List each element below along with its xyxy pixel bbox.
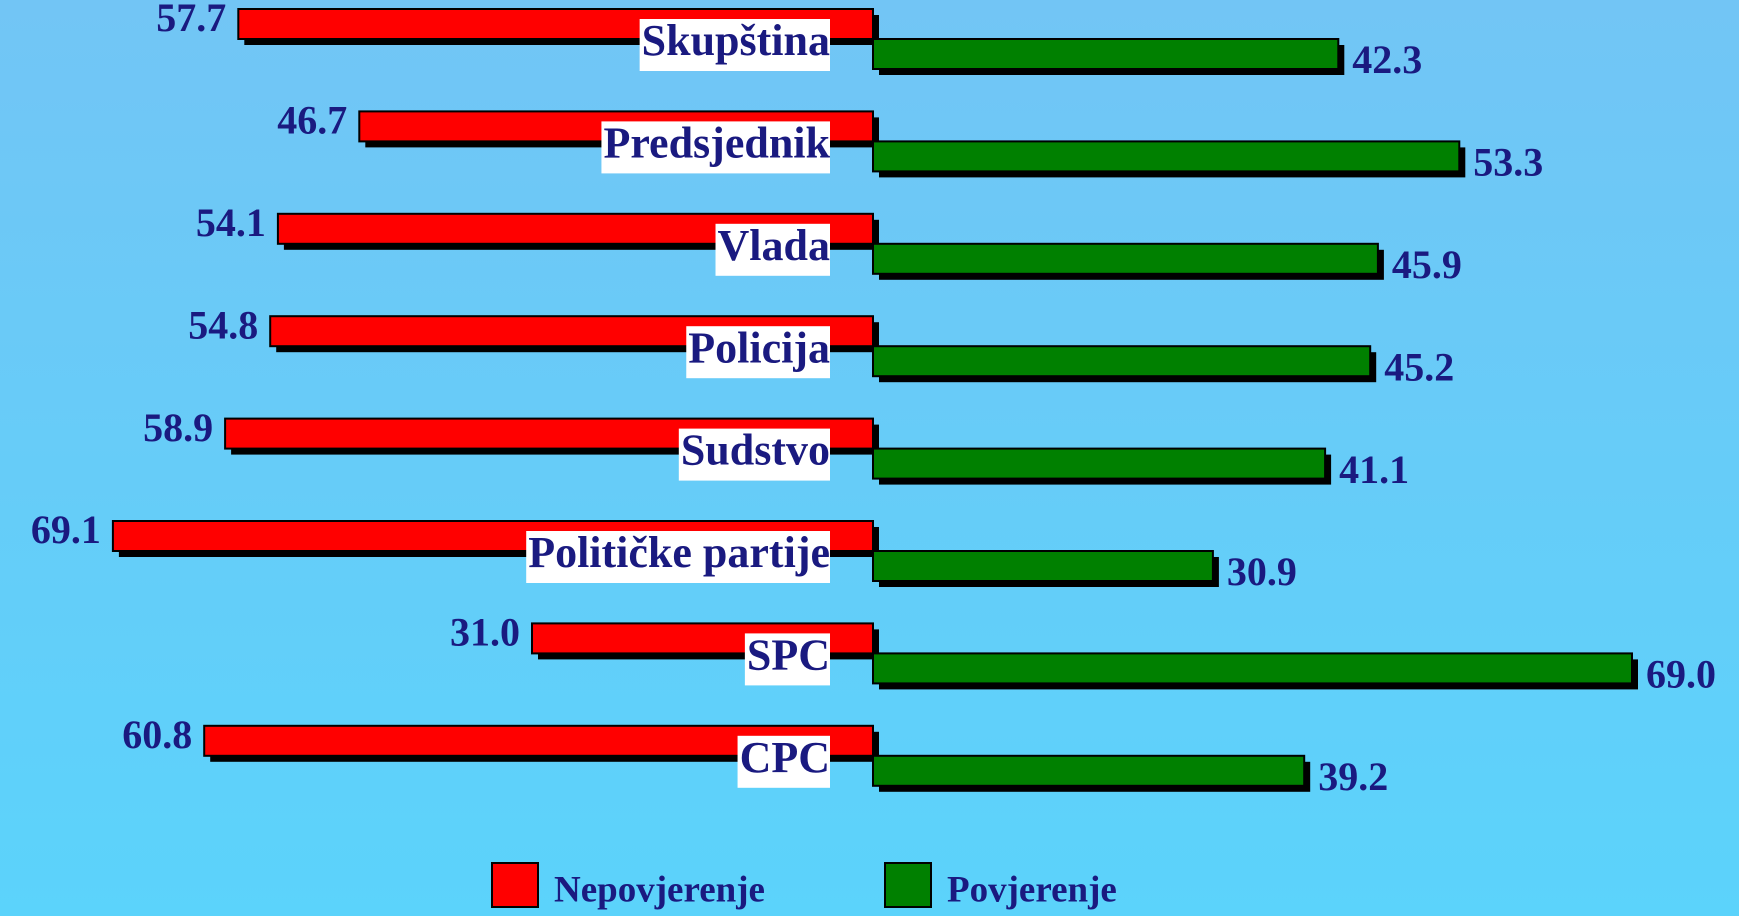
bar [872,447,1327,480]
category-label: CPC [740,733,830,782]
value-label: 31.0 [450,610,520,655]
value-label: 39.2 [1318,754,1388,799]
value-label: 69.0 [1646,652,1716,697]
category-label: Skupština [642,16,830,65]
category-box [526,531,830,583]
category-box [678,428,830,481]
category-box [744,633,830,686]
category-box [639,19,830,71]
legend-label: Povjerenje [947,869,1117,910]
value-label: 45.2 [1384,344,1454,389]
bar [872,38,1340,70]
bar [872,242,1379,275]
value-label: 69.1 [31,507,101,552]
legend-label: Nepovjerenje [554,869,765,910]
category-label: Političke partije [528,528,830,577]
category-label: SPC [747,630,830,679]
category-label: Predsjednik [603,118,830,167]
category-box [737,735,830,788]
category-box [686,326,830,379]
value-label: 45.9 [1392,242,1462,287]
category-label: Sudstvo [681,426,830,475]
bar [872,652,1633,685]
category-box [601,121,830,174]
legend-swatch [884,862,932,908]
value-label: 46.7 [277,98,347,143]
value-label: 54.8 [188,302,258,347]
bar [872,754,1306,787]
value-label: 42.3 [1352,37,1422,82]
legend-swatch [491,862,539,908]
value-label: 58.9 [143,405,213,450]
category-label: Policija [688,323,830,372]
category-label: Vlada [718,221,830,270]
category-box [715,223,830,276]
value-label: 30.9 [1227,549,1297,594]
bar [872,550,1214,582]
bar [872,140,1461,173]
value-label: 60.8 [122,712,192,757]
bar [872,345,1372,378]
value-label: 54.1 [196,200,266,245]
value-label: 57.7 [156,0,226,40]
value-label: 53.3 [1473,140,1543,185]
value-label: 41.1 [1339,447,1409,492]
